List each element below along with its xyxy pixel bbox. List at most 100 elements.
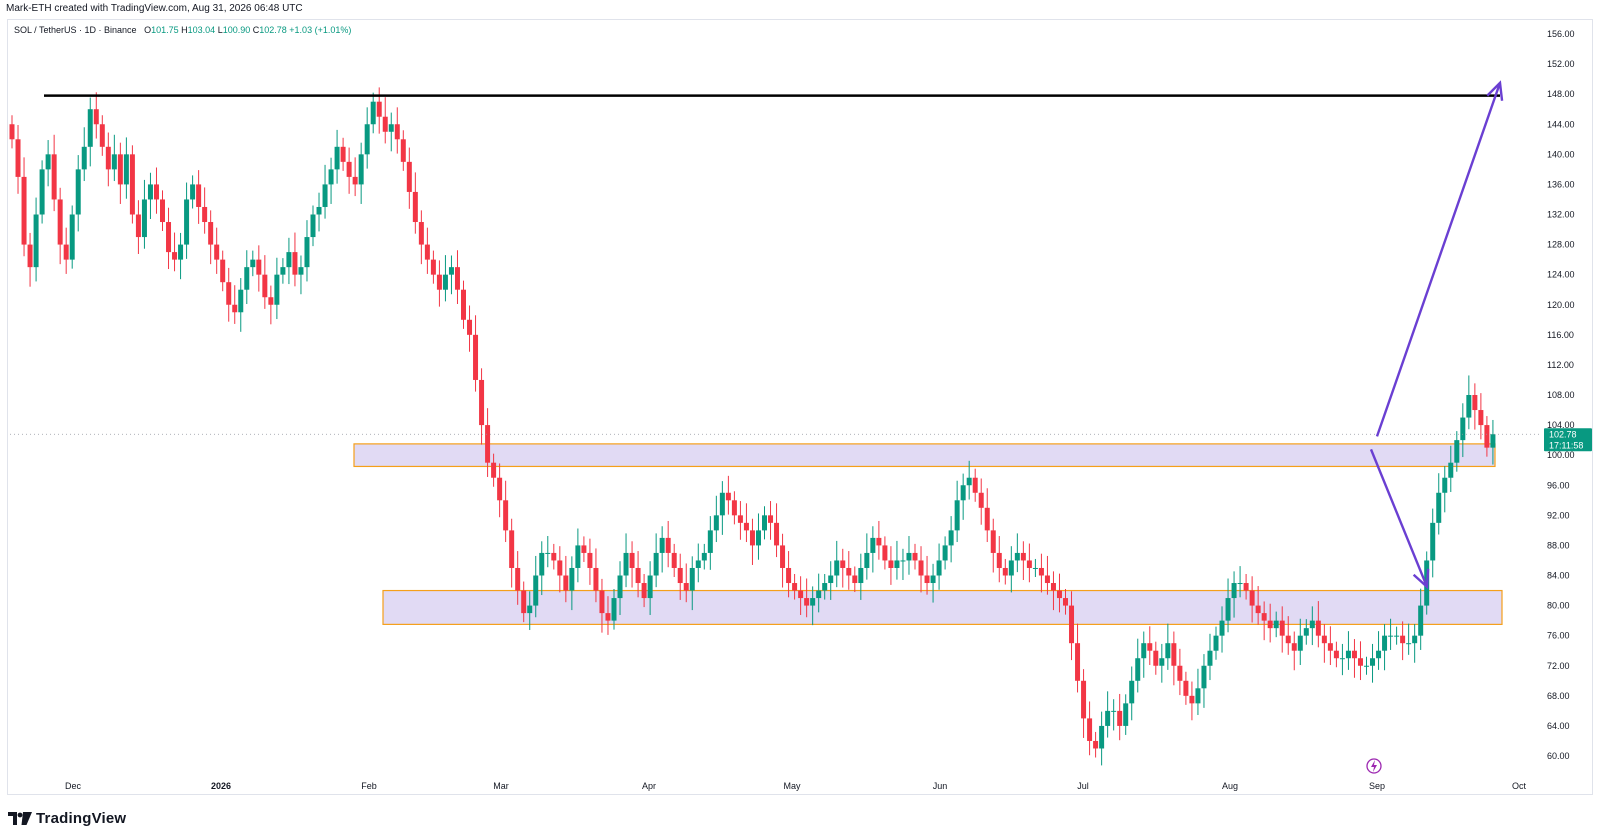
candle[interactable] [948,516,954,563]
candle[interactable] [1147,626,1153,665]
candle[interactable] [689,556,695,611]
candle[interactable] [310,205,316,247]
candle[interactable] [9,115,15,149]
candle[interactable] [190,175,196,209]
candle[interactable] [63,227,69,274]
candle[interactable] [250,250,256,277]
candle[interactable] [394,107,400,154]
candle[interactable] [1008,546,1014,593]
bearish-projection-arrow[interactable] [1369,448,1430,590]
candle[interactable] [166,207,172,270]
candle[interactable] [954,480,960,543]
candle[interactable] [352,157,358,197]
candle[interactable] [515,551,521,605]
candle[interactable] [930,563,936,603]
candle[interactable] [1243,573,1249,600]
candle[interactable] [1123,694,1129,735]
candle[interactable] [1345,631,1351,670]
candle[interactable] [418,210,424,265]
candle[interactable] [966,460,972,500]
support-resistance-zone[interactable] [382,589,1503,625]
candle[interactable] [93,92,99,139]
candle[interactable] [485,408,491,477]
candle[interactable] [1297,618,1303,665]
candle[interactable] [1460,403,1466,458]
candle[interactable] [792,573,798,600]
candle[interactable] [304,220,310,282]
candle[interactable] [274,257,280,320]
candle[interactable] [196,170,202,224]
candle[interactable] [912,543,918,570]
candle[interactable] [545,536,551,568]
candle[interactable] [442,255,448,302]
candle[interactable] [611,589,617,630]
candle[interactable] [244,250,250,304]
candle[interactable] [972,468,978,502]
candle[interactable] [1135,638,1141,693]
candle[interactable] [713,495,719,543]
candle[interactable] [424,227,430,274]
candle[interactable] [1183,671,1189,705]
candle[interactable] [473,315,479,392]
candle[interactable] [1032,558,1038,578]
candle[interactable] [858,553,864,600]
candle[interactable] [533,555,539,618]
candle[interactable] [1219,606,1225,653]
candle[interactable] [804,578,810,618]
candle[interactable] [755,513,761,560]
candle[interactable] [695,543,701,583]
candle[interactable] [129,145,135,224]
candle[interactable] [834,540,840,588]
candle[interactable] [202,187,208,234]
candle[interactable] [581,536,587,562]
candle[interactable] [509,518,515,588]
candle[interactable] [467,305,473,352]
candle[interactable] [479,368,485,445]
candle[interactable] [647,561,653,615]
candle[interactable] [683,563,689,603]
candle[interactable] [105,132,111,187]
candle[interactable] [1303,619,1309,645]
candle[interactable] [557,546,563,593]
candle[interactable] [461,280,466,329]
candle[interactable] [1376,631,1382,670]
candle[interactable] [75,155,81,232]
support-resistance-zone[interactable] [353,443,1496,468]
candle[interactable] [358,142,364,204]
candle[interactable] [346,147,352,194]
candle[interactable] [400,130,406,171]
candle[interactable] [1412,624,1418,663]
candle[interactable] [1357,641,1363,681]
candle[interactable] [780,533,786,588]
candle[interactable] [1129,666,1135,721]
candle[interactable] [1044,555,1050,595]
candle[interactable] [900,548,906,581]
candle[interactable] [430,250,436,284]
candle[interactable] [99,115,105,156]
candle[interactable] [605,596,611,635]
candle[interactable] [214,227,220,274]
candle[interactable] [1364,656,1369,675]
candle[interactable] [617,561,623,615]
candle[interactable] [1237,566,1243,598]
candle[interactable] [701,543,707,570]
candle[interactable] [768,501,774,540]
candle[interactable] [1321,624,1327,663]
candle[interactable] [328,157,334,204]
candle[interactable] [388,112,394,152]
candle[interactable] [828,561,834,600]
candle[interactable] [292,232,298,287]
candle[interactable] [69,205,75,269]
candle[interactable] [822,573,828,600]
candle[interactable] [232,285,238,324]
candle[interactable] [87,97,93,167]
candle[interactable] [1436,473,1442,535]
candle[interactable] [1255,586,1261,625]
candle[interactable] [942,536,948,570]
candle[interactable] [147,172,153,220]
candle[interactable] [1394,626,1400,645]
candle[interactable] [852,566,858,593]
candle[interactable] [1333,641,1339,668]
candle[interactable] [1159,643,1165,683]
